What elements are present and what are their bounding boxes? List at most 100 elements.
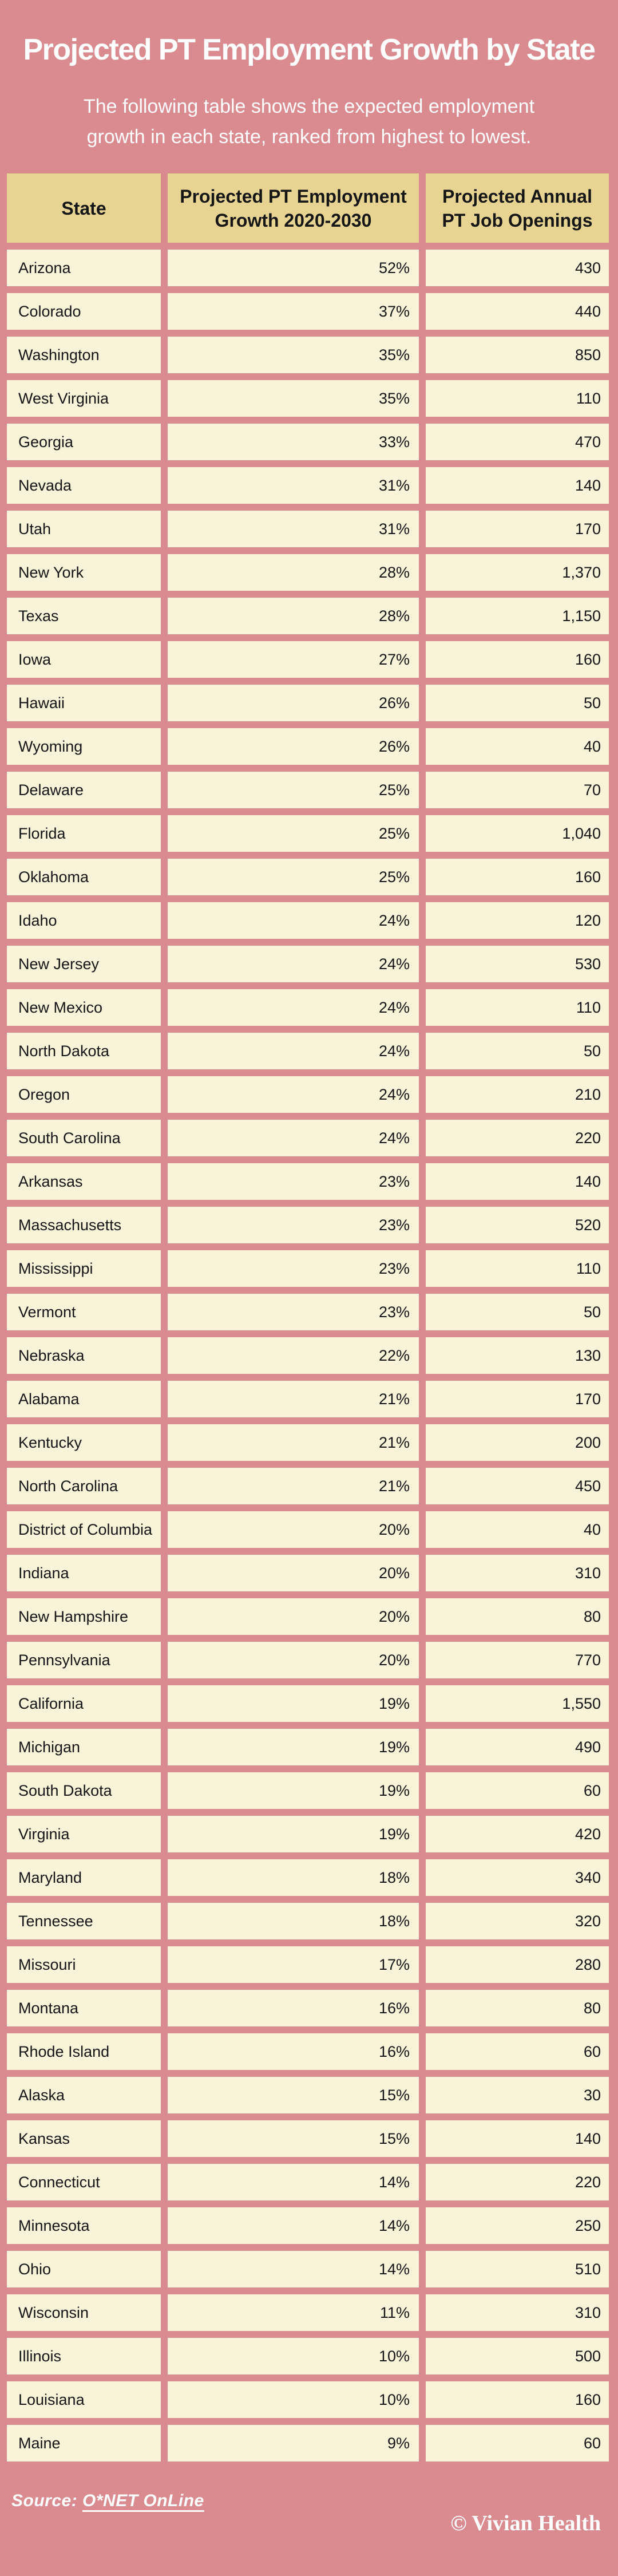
growth-cell: 19% — [168, 1772, 419, 1809]
state-cell: North Dakota — [7, 1033, 161, 1069]
source-note: Source: O*NET OnLine — [11, 2491, 204, 2511]
openings-cell: 500 — [426, 2338, 609, 2374]
column-header-state: State — [7, 173, 161, 243]
state-cell: New York — [7, 554, 161, 591]
state-cell: Hawaii — [7, 685, 161, 721]
openings-cell: 220 — [426, 1120, 609, 1156]
growth-cell: 52% — [168, 250, 419, 286]
state-cell: Florida — [7, 815, 161, 852]
source-link[interactable]: O*NET OnLine — [82, 2491, 204, 2510]
state-cell: South Carolina — [7, 1120, 161, 1156]
state-cell: Massachusetts — [7, 1207, 161, 1243]
openings-cell: 80 — [426, 1598, 609, 1635]
openings-cell: 110 — [426, 1250, 609, 1287]
openings-cell: 250 — [426, 2207, 609, 2244]
state-cell: Oregon — [7, 1076, 161, 1113]
state-cell: District of Columbia — [7, 1511, 161, 1548]
openings-cell: 320 — [426, 1903, 609, 1939]
openings-cell: 160 — [426, 641, 609, 678]
state-cell: Kansas — [7, 2120, 161, 2157]
state-cell: South Dakota — [7, 1772, 161, 1809]
state-cell: California — [7, 1685, 161, 1722]
growth-cell: 19% — [168, 1729, 419, 1765]
state-cell: New Hampshire — [7, 1598, 161, 1635]
state-cell: Tennessee — [7, 1903, 161, 1939]
growth-cell: 26% — [168, 685, 419, 721]
openings-cell: 850 — [426, 337, 609, 373]
growth-cell: 14% — [168, 2164, 419, 2200]
state-cell: Iowa — [7, 641, 161, 678]
state-cell: Oklahoma — [7, 859, 161, 895]
growth-cell: 25% — [168, 859, 419, 895]
openings-cell: 1,150 — [426, 598, 609, 634]
state-cell: Washington — [7, 337, 161, 373]
state-cell: Arizona — [7, 250, 161, 286]
growth-cell: 20% — [168, 1598, 419, 1635]
openings-cell: 140 — [426, 1163, 609, 1200]
growth-cell: 20% — [168, 1511, 419, 1548]
openings-cell: 110 — [426, 989, 609, 1026]
openings-cell: 770 — [426, 1642, 609, 1678]
growth-cell: 19% — [168, 1685, 419, 1722]
openings-cell: 170 — [426, 511, 609, 547]
openings-cell: 30 — [426, 2077, 609, 2113]
openings-cell: 110 — [426, 380, 609, 417]
growth-cell: 16% — [168, 2033, 419, 2070]
state-cell: Idaho — [7, 902, 161, 939]
growth-cell: 26% — [168, 728, 419, 765]
source-label: Source: — [11, 2491, 78, 2510]
growth-cell: 21% — [168, 1468, 419, 1504]
growth-cell: 18% — [168, 1903, 419, 1939]
growth-cell: 18% — [168, 1859, 419, 1896]
state-cell: Alabama — [7, 1381, 161, 1417]
openings-cell: 40 — [426, 1511, 609, 1548]
state-cell: Illinois — [7, 2338, 161, 2374]
column-header-openings: Projected Annual PT Job Openings — [426, 173, 609, 243]
growth-cell: 28% — [168, 554, 419, 591]
growth-cell: 35% — [168, 380, 419, 417]
growth-cell: 20% — [168, 1555, 419, 1591]
openings-cell: 1,040 — [426, 815, 609, 852]
openings-cell: 160 — [426, 859, 609, 895]
openings-cell: 120 — [426, 902, 609, 939]
growth-cell: 24% — [168, 1076, 419, 1113]
state-cell: Montana — [7, 1990, 161, 2026]
state-cell: Alaska — [7, 2077, 161, 2113]
state-cell: Missouri — [7, 1946, 161, 1983]
growth-cell: 25% — [168, 815, 419, 852]
state-cell: Maine — [7, 2425, 161, 2462]
openings-cell: 160 — [426, 2381, 609, 2418]
growth-cell: 16% — [168, 1990, 419, 2026]
growth-cell: 15% — [168, 2077, 419, 2113]
state-cell: Texas — [7, 598, 161, 634]
state-cell: Colorado — [7, 293, 161, 330]
openings-cell: 60 — [426, 1772, 609, 1809]
openings-cell: 200 — [426, 1424, 609, 1461]
state-cell: Connecticut — [7, 2164, 161, 2200]
openings-cell: 210 — [426, 1076, 609, 1113]
state-cell: Georgia — [7, 424, 161, 460]
openings-cell: 1,550 — [426, 1685, 609, 1722]
openings-cell: 280 — [426, 1946, 609, 1983]
growth-cell: 21% — [168, 1424, 419, 1461]
state-cell: Ohio — [7, 2251, 161, 2287]
growth-cell: 24% — [168, 946, 419, 982]
growth-cell: 27% — [168, 641, 419, 678]
growth-cell: 21% — [168, 1381, 419, 1417]
state-cell: New Jersey — [7, 946, 161, 982]
openings-cell: 530 — [426, 946, 609, 982]
growth-cell: 37% — [168, 293, 419, 330]
growth-cell: 20% — [168, 1642, 419, 1678]
openings-cell: 310 — [426, 2294, 609, 2331]
state-cell: Nevada — [7, 467, 161, 504]
openings-cell: 50 — [426, 1033, 609, 1069]
growth-cell: 24% — [168, 989, 419, 1026]
openings-cell: 50 — [426, 685, 609, 721]
state-cell: Michigan — [7, 1729, 161, 1765]
openings-cell: 80 — [426, 1990, 609, 2026]
state-cell: Rhode Island — [7, 2033, 161, 2070]
openings-cell: 220 — [426, 2164, 609, 2200]
page-subtitle: The following table shows the expected e… — [83, 96, 535, 148]
openings-cell: 450 — [426, 1468, 609, 1504]
